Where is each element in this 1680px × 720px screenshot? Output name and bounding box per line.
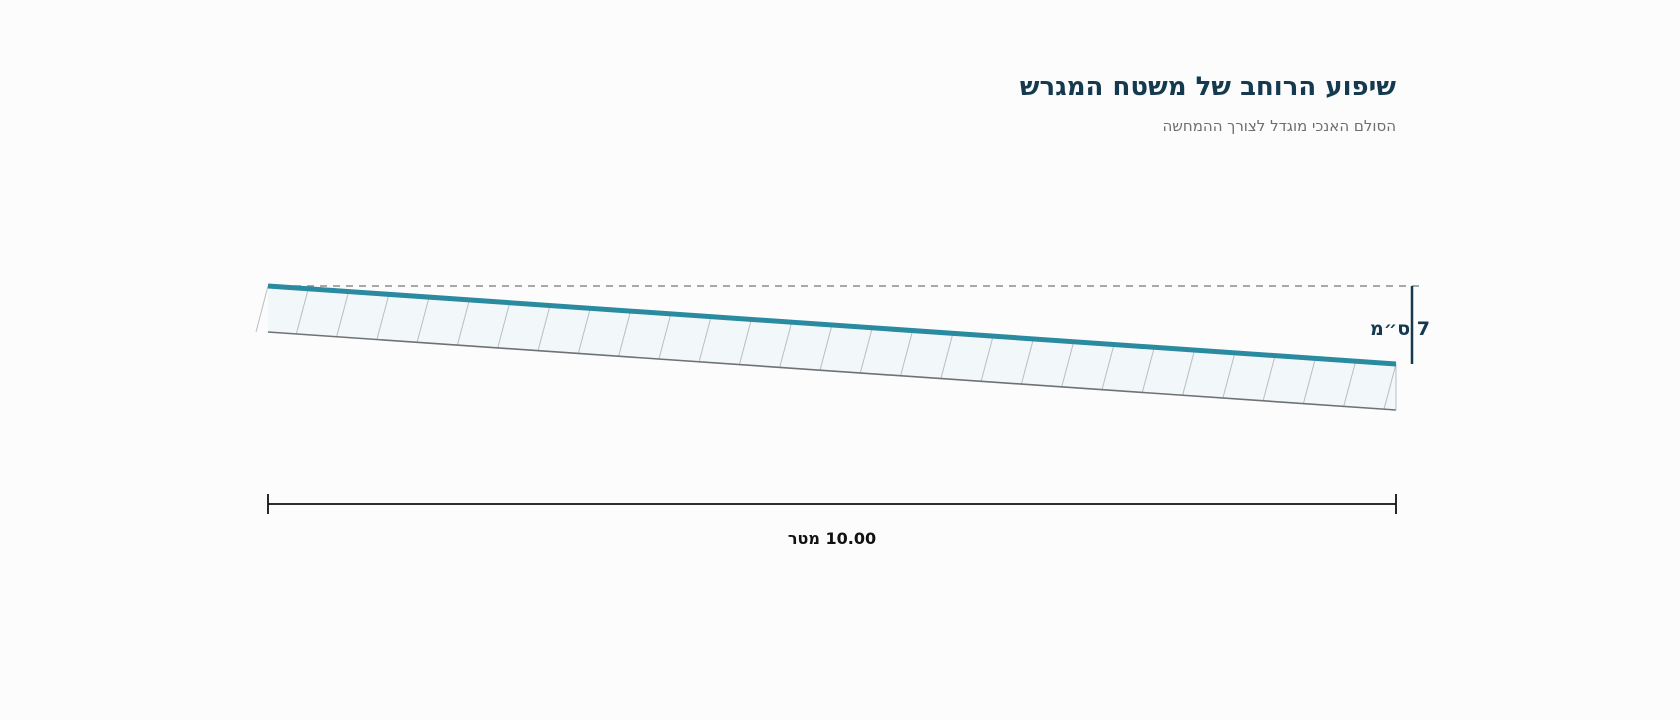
hatch-line [416, 296, 430, 343]
hatch-line [618, 310, 632, 357]
section-hatching [295, 288, 1397, 410]
sloped-surface-line [267, 283, 1397, 367]
hatch-line [1141, 347, 1155, 393]
hatch-line [819, 324, 833, 371]
slab-left-edge [255, 285, 269, 333]
hatch-line [1061, 341, 1075, 388]
diagram-subtitle: הסולם האנכי מוגדל לצורך ההמחשה [1162, 117, 1396, 135]
hatch-line [1182, 349, 1196, 396]
diagram-title: שיפוע הרוחב של משטח המגרש [1019, 72, 1396, 102]
hatch-line [1222, 352, 1236, 399]
hatch-line [658, 313, 672, 360]
hatch-line [1302, 358, 1316, 404]
hatch-line [1343, 361, 1357, 407]
hatch-line [1262, 355, 1276, 401]
hatch-line [456, 299, 470, 346]
height-dimension-label: 7 ס״מ [1370, 318, 1430, 340]
hatch-line [376, 294, 390, 340]
hatch-line [859, 327, 873, 374]
hatch-line [577, 308, 591, 354]
slab-section [268, 286, 1396, 410]
hatch-line [940, 333, 954, 379]
hatch-line [779, 322, 793, 368]
hatch-line [698, 316, 712, 362]
hatch-line [1383, 363, 1397, 410]
hatch-line [336, 291, 350, 337]
hatch-line [1020, 338, 1034, 385]
hatch-line [900, 330, 914, 376]
width-dimension-label: 10.00 מטר [788, 529, 876, 548]
hatch-line [497, 302, 511, 349]
slab-bottom-edge [267, 331, 1397, 411]
hatch-line [1101, 344, 1115, 390]
hatch-line [537, 305, 551, 351]
hatch-line [295, 288, 309, 335]
hatch-line [980, 335, 994, 382]
hatch-line [738, 319, 752, 365]
